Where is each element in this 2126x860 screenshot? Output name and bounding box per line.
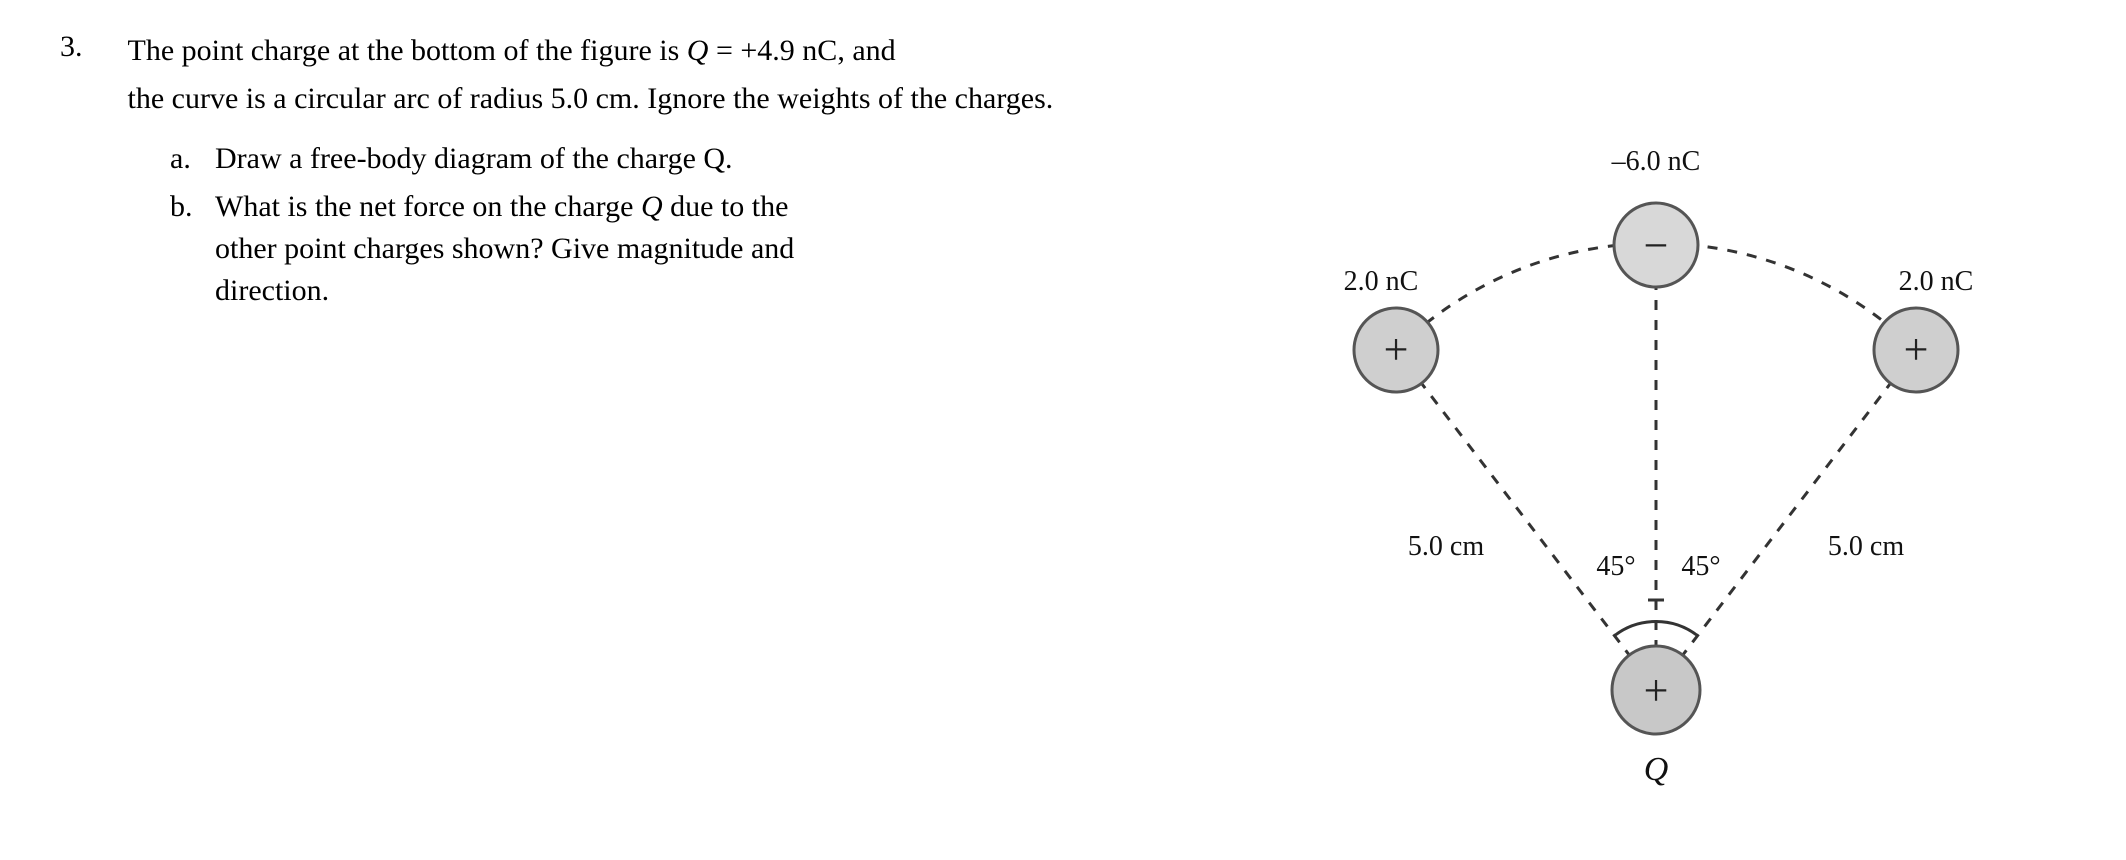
sub-b-line2: other point charges shown? Give magnitud…: [215, 228, 1360, 270]
charge-top: −: [1614, 203, 1698, 287]
sub-b-text: What is the net force on the charge Q du…: [215, 186, 1360, 312]
label-right-charge: 2.0 nC: [1899, 266, 1974, 297]
physics-diagram: − + + + –6.0 nC 2.0 nC 2.0 nC 5.0 cm 5.0…: [1296, 130, 2016, 830]
label-top-charge: –6.0 nC: [1611, 146, 1701, 177]
sub-a-letter: a.: [170, 138, 215, 180]
problem-number: 3.: [60, 30, 120, 64]
label-q: Q: [1644, 751, 1669, 788]
diagram-svg: − + + + –6.0 nC 2.0 nC 2.0 nC 5.0 cm 5.0…: [1296, 130, 2016, 830]
svg-text:+: +: [1904, 325, 1929, 374]
problem-line-1: The point charge at the bottom of the fi…: [128, 30, 1358, 72]
text-column: 3. The point charge at the bottom of the…: [60, 30, 1360, 318]
label-left-charge: 2.0 nC: [1344, 266, 1419, 297]
sub-b-line1-post: due to the: [663, 190, 789, 223]
line1-eq: = +4.9 nC, and: [708, 34, 895, 67]
line1-pre: The point charge at the bottom of the fi…: [128, 34, 687, 67]
charge-bottom: +: [1612, 646, 1700, 734]
charge-left: +: [1354, 308, 1438, 392]
sub-b-line1-var: Q: [641, 190, 663, 223]
label-radius-right: 5.0 cm: [1828, 531, 1904, 562]
sub-item-a: a. Draw a free-body diagram of the charg…: [170, 138, 1360, 180]
label-angle-left: 45°: [1596, 551, 1635, 582]
sub-b-line1-pre: What is the net force on the charge: [215, 190, 641, 223]
sub-b-letter: b.: [170, 186, 215, 228]
radius-line-left: [1396, 350, 1656, 690]
sub-list: a. Draw a free-body diagram of the charg…: [60, 138, 1360, 312]
radius-line-right: [1656, 350, 1916, 690]
problem-line-2: the curve is a circular arc of radius 5.…: [128, 78, 1358, 120]
label-angle-right: 45°: [1681, 551, 1720, 582]
sub-a-text: Draw a free-body diagram of the charge Q…: [215, 138, 1360, 180]
sub-item-b: b. What is the net force on the charge Q…: [170, 186, 1360, 312]
svg-text:+: +: [1384, 325, 1409, 374]
sub-b-line3: direction.: [215, 270, 1360, 312]
svg-text:−: −: [1644, 221, 1669, 270]
label-radius-left: 5.0 cm: [1408, 531, 1484, 562]
charge-right: +: [1874, 308, 1958, 392]
svg-text:+: +: [1644, 666, 1669, 715]
line1-var: Q: [687, 34, 709, 67]
